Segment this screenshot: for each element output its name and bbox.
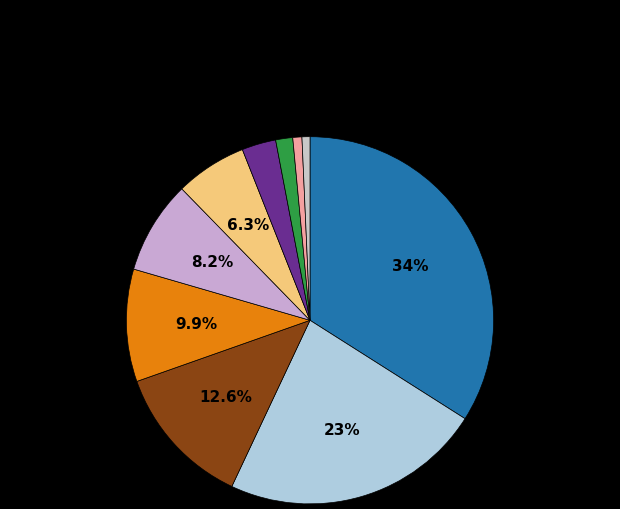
- Wedge shape: [137, 321, 310, 487]
- Wedge shape: [242, 140, 310, 321]
- Wedge shape: [276, 138, 310, 321]
- Text: 8.2%: 8.2%: [191, 254, 234, 270]
- Wedge shape: [293, 137, 310, 321]
- Text: 12.6%: 12.6%: [199, 389, 252, 404]
- Wedge shape: [302, 137, 310, 321]
- Text: 6.3%: 6.3%: [227, 218, 269, 233]
- Wedge shape: [126, 270, 310, 382]
- Wedge shape: [232, 321, 465, 504]
- Wedge shape: [310, 137, 494, 419]
- Text: 9.9%: 9.9%: [175, 317, 217, 331]
- Text: 23%: 23%: [324, 422, 360, 437]
- Text: 34%: 34%: [391, 259, 428, 273]
- Wedge shape: [134, 189, 310, 321]
- Wedge shape: [182, 150, 310, 321]
